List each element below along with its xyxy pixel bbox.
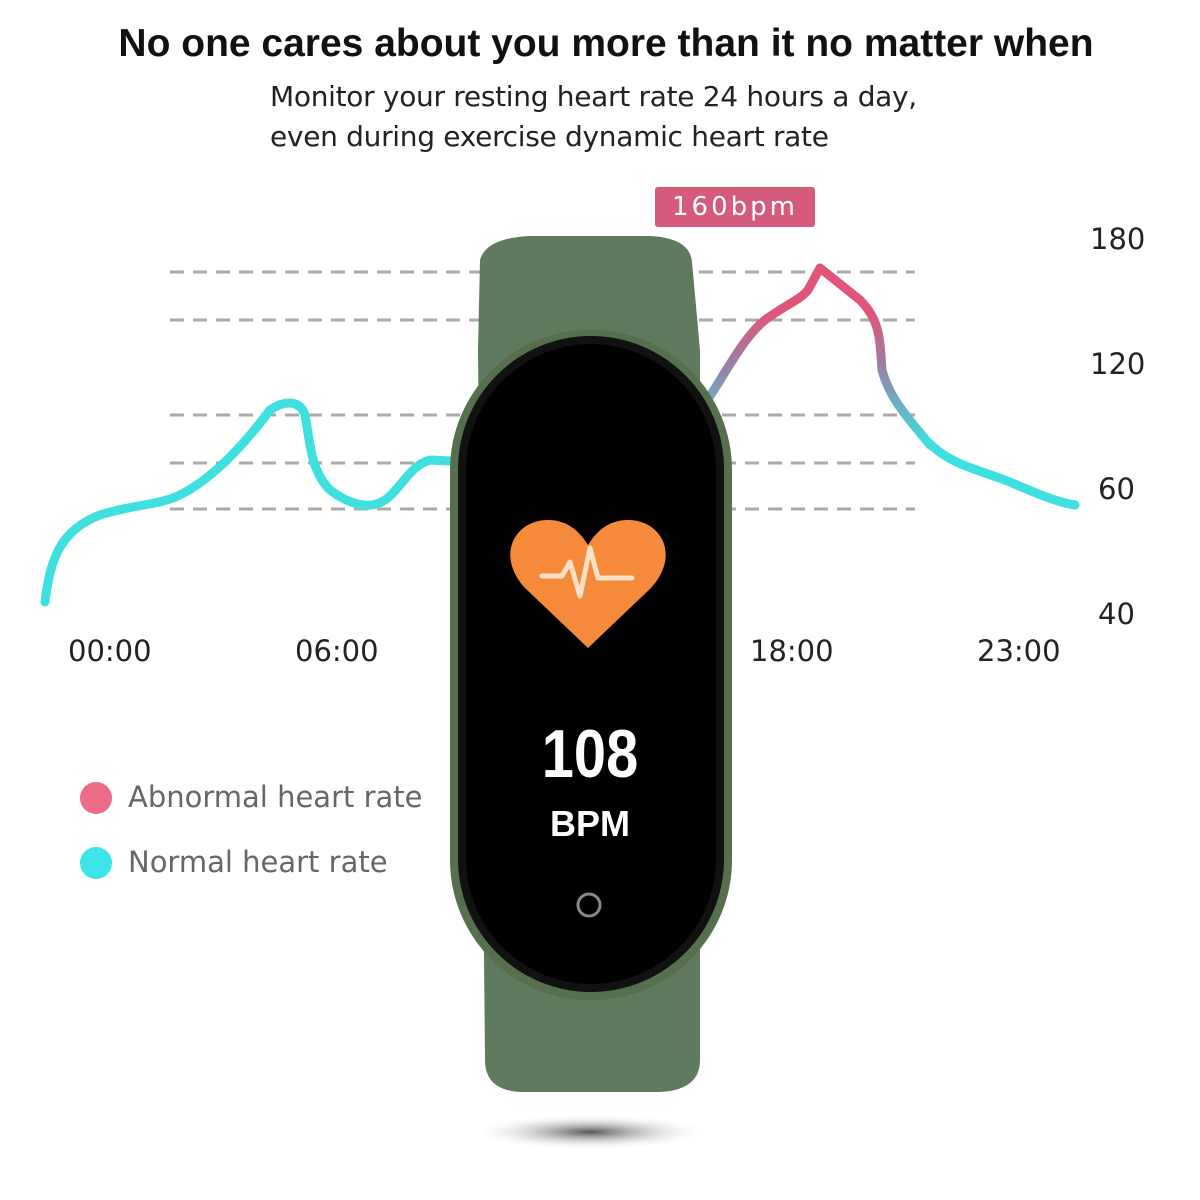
abnormal-legend-dot [80,782,112,814]
normal-heart-rate-curve-tail [923,437,1080,510]
y-tick-label: 180 [1090,222,1146,256]
y-tick-label: 40 [1098,597,1135,631]
abnormal-heart-rate-curve [695,263,935,450]
device-shadow [470,1114,710,1150]
normal-legend-dot [80,847,112,879]
y-tick-label: 60 [1098,472,1135,506]
x-tick-label: 18:00 [750,634,834,668]
pulse-line [539,545,635,599]
y-tick-label: 120 [1090,347,1146,381]
x-tick-label: 00:00 [68,634,152,668]
legend-abnormal-label: Abnormal heart rate [128,780,423,814]
heart-rate-value: 108 [541,716,639,792]
x-tick-label: 23:00 [977,634,1061,668]
screen [466,344,716,984]
heart-pulse-icon [510,520,666,648]
normal-heart-rate-curve [40,398,475,607]
circle-button-icon [576,892,602,918]
peak-bpm-badge: 160bpm [655,187,815,227]
subtitle-line-2: even during exercise dynamic heart rate [270,120,829,153]
subtitle-line-1: Monitor your resting heart rate 24 hours… [270,80,917,113]
legend-normal-label: Normal heart rate [128,845,388,879]
fitness-band [450,236,732,1092]
heart-rate-unit: BPM [550,803,630,844]
headline: No one cares about you more than it no m… [118,22,1094,65]
x-tick-label: 06:00 [295,634,379,668]
